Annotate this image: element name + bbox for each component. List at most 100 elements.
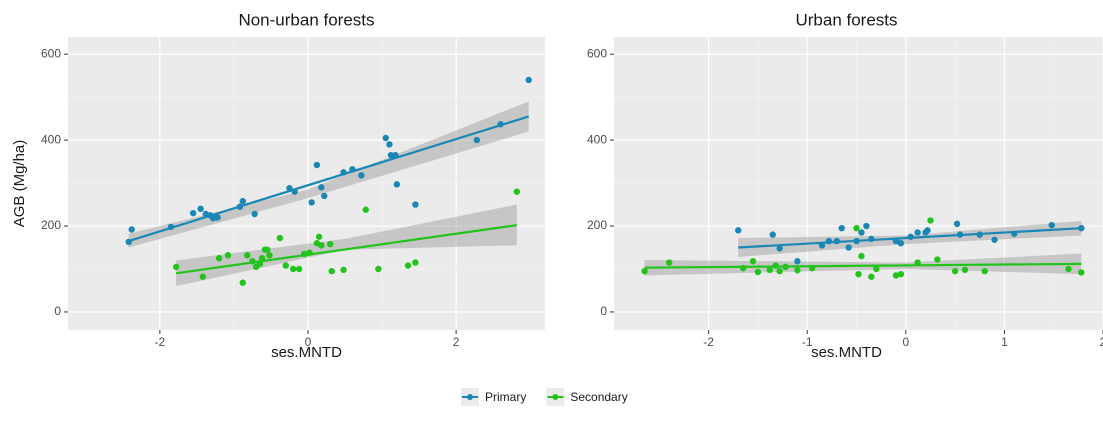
legend-label: Secondary [570, 390, 627, 404]
panel-title: Urban forests [795, 10, 897, 29]
data-point [897, 240, 905, 247]
data-point [197, 205, 204, 213]
data-point [473, 136, 481, 144]
data-point [276, 234, 284, 242]
data-point [513, 188, 521, 195]
data-point [199, 273, 207, 280]
data-point [794, 267, 801, 274]
fit-line [644, 262, 1082, 269]
x-axis-title: ses.MNTD [811, 344, 882, 361]
panel-background [68, 37, 545, 330]
data-point [749, 258, 757, 265]
data-point [953, 220, 961, 228]
legend-item: Secondary [546, 388, 628, 406]
x-tick-label: -1 [802, 335, 813, 349]
data-point [855, 270, 862, 278]
data-point [289, 265, 297, 273]
x-tick-label: -2 [703, 335, 714, 349]
y-tick-label: 200 [587, 218, 607, 232]
data-point [641, 267, 648, 275]
data-point [244, 252, 251, 259]
data-point [266, 252, 273, 259]
data-point [914, 229, 921, 236]
data-point [927, 217, 934, 224]
data-point [863, 222, 870, 230]
data-point [386, 141, 393, 148]
y-tick-label: 400 [587, 132, 607, 146]
data-point [295, 265, 303, 273]
data-point [318, 184, 325, 191]
x-tick-label: -2 [155, 335, 166, 349]
data-point [128, 226, 135, 233]
legend-key-point [552, 394, 559, 400]
data-point [951, 267, 959, 275]
data-point [914, 259, 921, 266]
data-point [845, 244, 852, 251]
data-point [375, 265, 382, 273]
data-point [981, 267, 988, 275]
fit-line [738, 227, 1082, 249]
data-point [868, 273, 875, 280]
y-tick-label: 200 [41, 218, 61, 232]
y-tick-label: 600 [587, 46, 607, 60]
data-point [892, 272, 900, 279]
data-point [735, 227, 742, 234]
data-point [215, 255, 223, 262]
data-point [315, 233, 323, 240]
x-tick-label: 2 [1100, 335, 1103, 349]
fit-line [128, 115, 530, 243]
data-point [873, 265, 880, 273]
data-point [858, 252, 865, 260]
panel: 0 200 400 600 -2 0 2 [41, 37, 545, 349]
data-point [189, 209, 197, 217]
data-point [666, 259, 673, 266]
data-point [858, 229, 865, 236]
data-point [358, 172, 365, 179]
data-point [766, 266, 773, 274]
data-point [1065, 265, 1072, 273]
data-point [525, 76, 532, 84]
data-point [897, 270, 905, 278]
data-point [769, 231, 776, 238]
data-point [412, 201, 419, 208]
data-point [934, 256, 941, 263]
y-tick-label: 0 [54, 304, 61, 318]
data-point [393, 181, 401, 188]
y-axis-title: AGB (Mg/ha) [11, 140, 28, 228]
confidence-band [644, 253, 1082, 276]
data-point [308, 199, 315, 206]
data-point [794, 258, 801, 265]
panel-background [614, 37, 1103, 330]
data-point [1078, 269, 1085, 276]
y-tick-label: 400 [41, 132, 61, 146]
data-point [776, 267, 783, 275]
data-point [239, 279, 247, 286]
data-point [328, 267, 335, 275]
y-tick-label: 0 [600, 304, 607, 318]
data-point [404, 262, 412, 269]
data-point [412, 259, 419, 266]
data-point [340, 266, 347, 274]
x-tick-label: 0 [305, 335, 312, 349]
data-point [838, 224, 845, 232]
data-point [239, 197, 247, 205]
data-point [961, 266, 969, 274]
data-point [776, 245, 783, 252]
legend-label: Primary [485, 390, 526, 404]
legend: Primary Secondary [461, 388, 628, 406]
data-point [251, 210, 258, 218]
data-point [754, 268, 762, 276]
data-point [924, 227, 931, 234]
data-point [853, 224, 860, 232]
panel-title: Non-urban forests [238, 10, 374, 29]
data-point [282, 262, 289, 269]
panel: 0 200 400 600 -2 -1 0 1 2 [587, 37, 1103, 349]
fit-line [175, 224, 518, 275]
data-point [991, 236, 998, 243]
y-tick-label: 600 [41, 46, 61, 60]
data-point [387, 151, 395, 159]
data-point [1048, 221, 1055, 229]
legend-key-point [467, 394, 473, 400]
legend-item: Primary [461, 388, 526, 406]
